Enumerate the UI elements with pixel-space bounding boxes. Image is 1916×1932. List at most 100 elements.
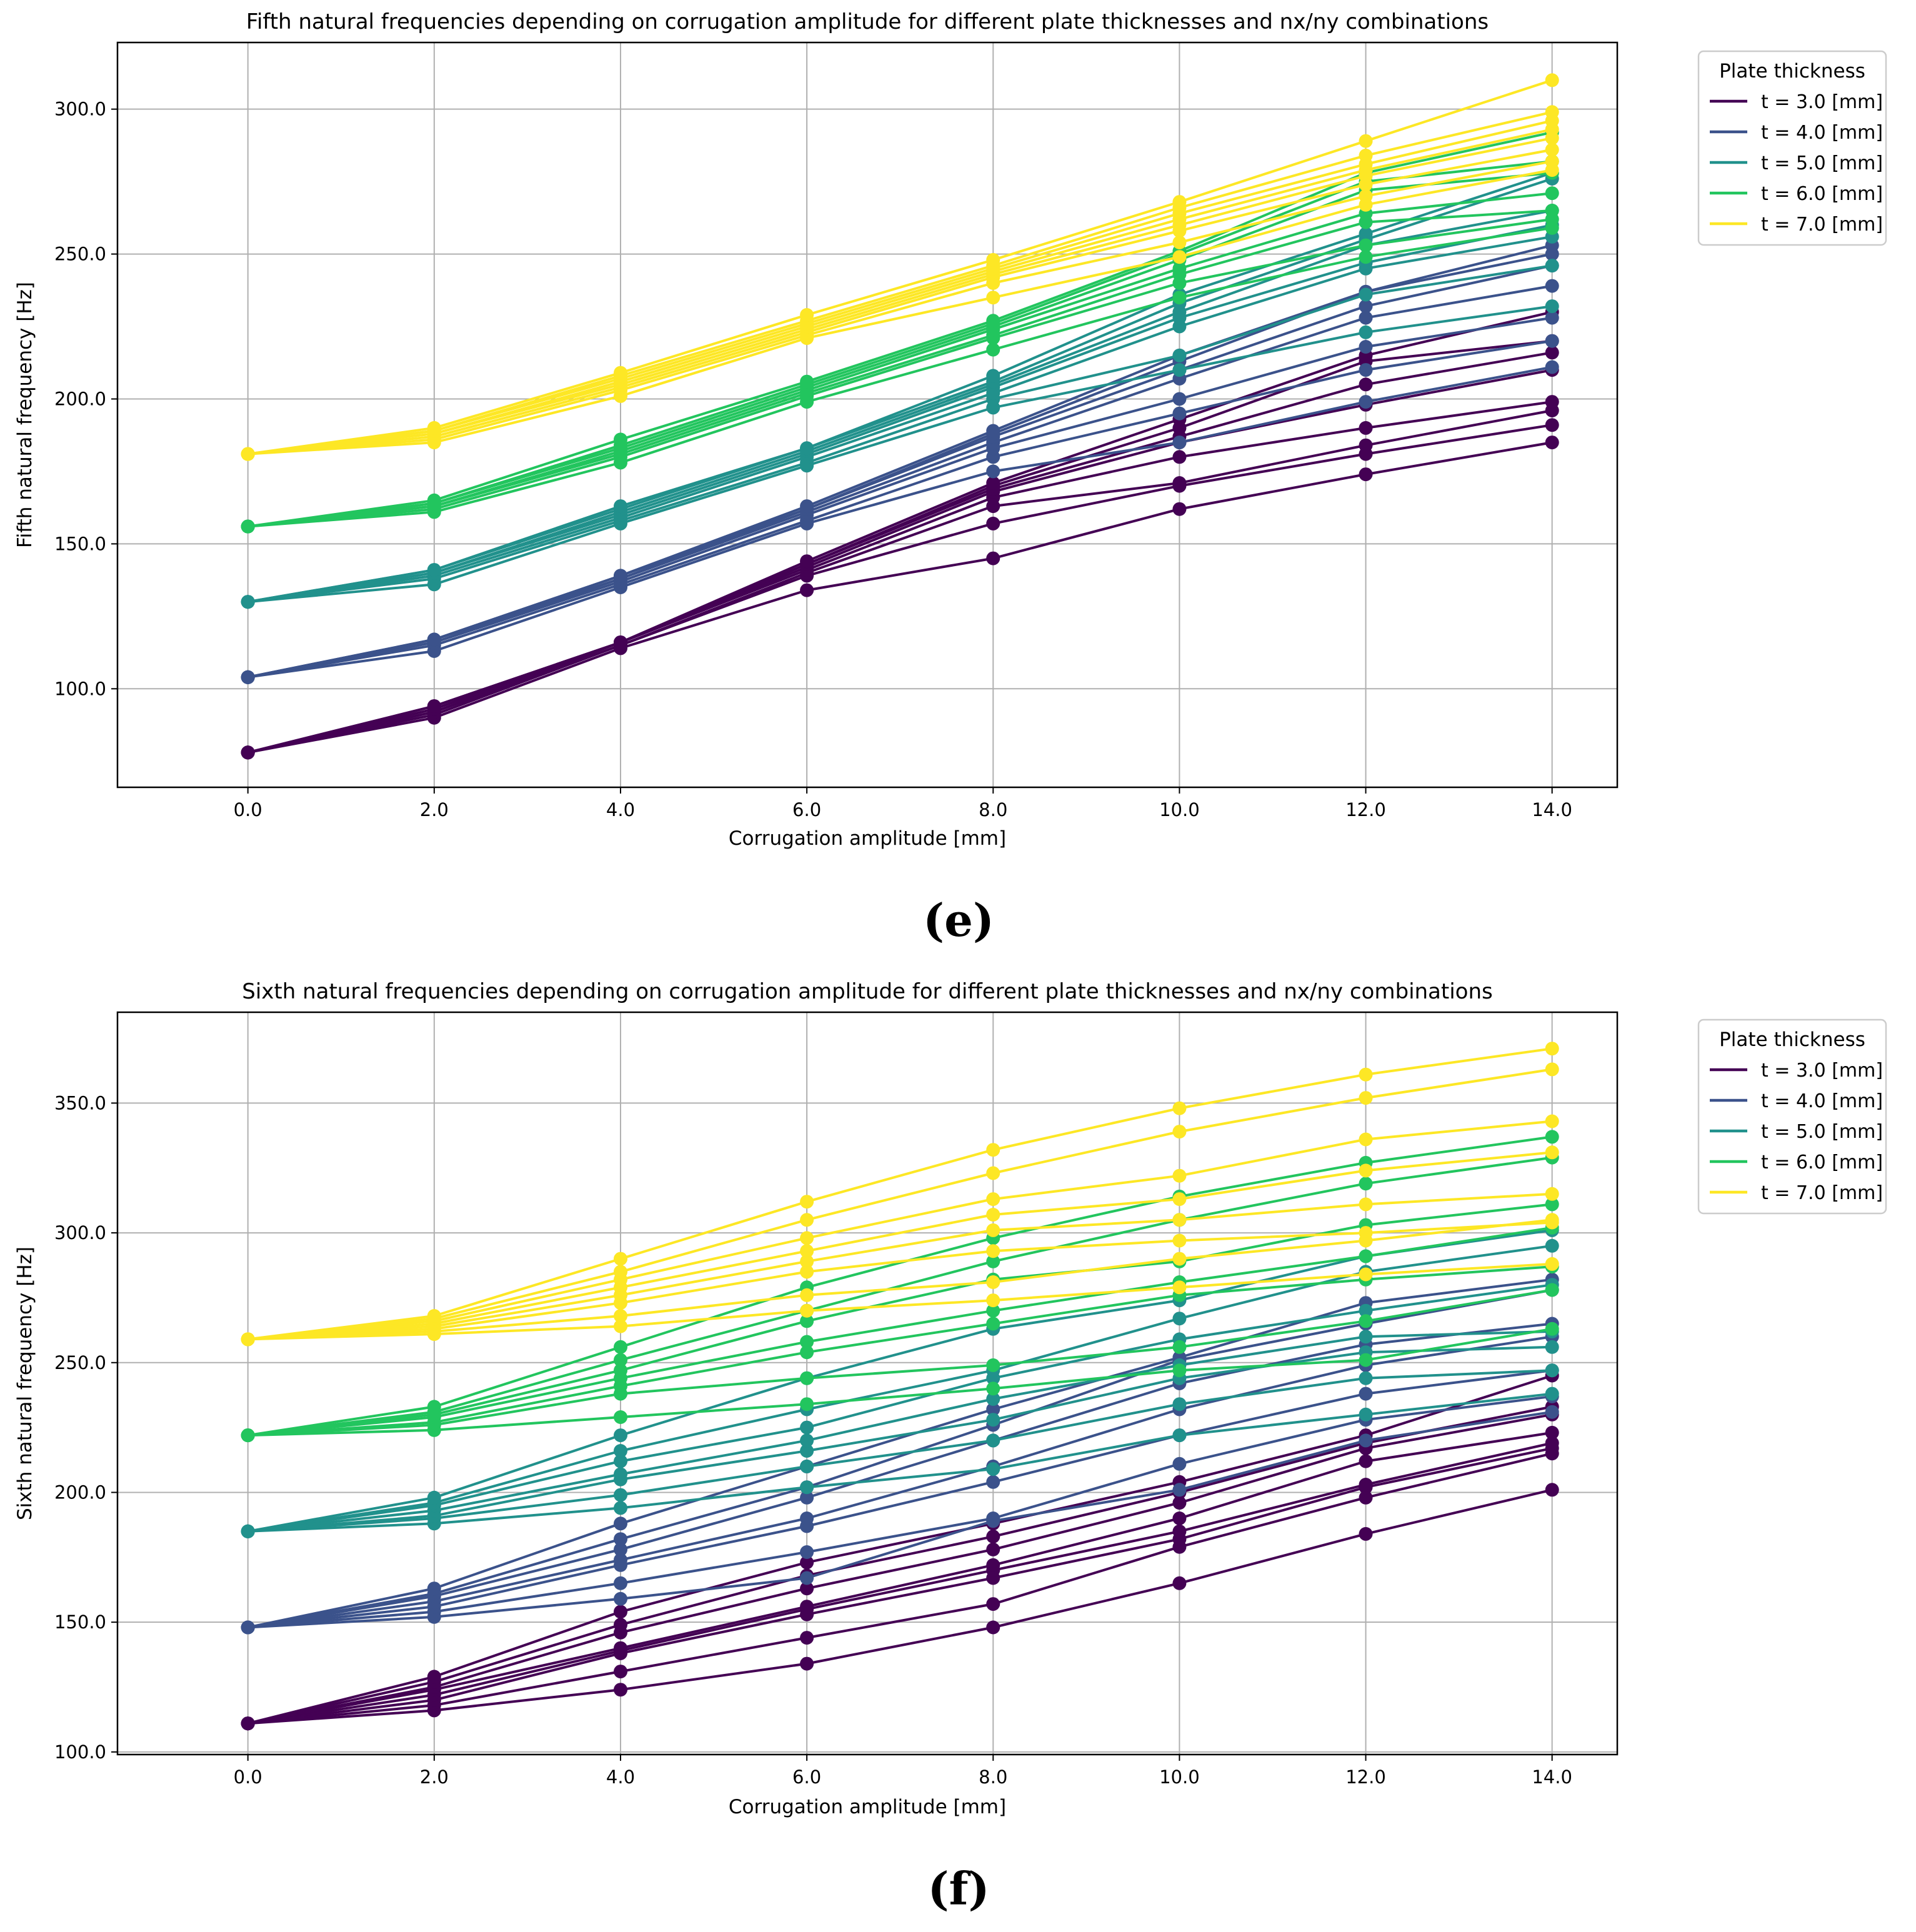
data-point (614, 1340, 627, 1354)
data-point (1545, 1238, 1559, 1253)
data-point (800, 1335, 814, 1349)
data-point (1172, 348, 1187, 362)
data-point (1545, 360, 1559, 374)
data-point (1359, 1387, 1373, 1401)
data-point (800, 1288, 814, 1302)
data-point (1545, 299, 1559, 314)
series-line (247, 226, 1553, 528)
series-line (247, 235, 1553, 604)
data-point (1359, 134, 1373, 148)
x-tick-label: 6.0 (792, 799, 821, 820)
data-point (614, 366, 627, 380)
series-line (247, 1447, 1553, 1725)
data-point (986, 314, 1000, 328)
data-point (800, 1600, 814, 1614)
data-point (1359, 227, 1373, 241)
data-point (986, 1303, 1000, 1318)
x-tick-label: 6.0 (792, 1766, 821, 1788)
series-line (247, 1265, 1552, 1437)
y-tick-label: 200.0 (54, 1481, 106, 1503)
data-point (241, 1620, 255, 1635)
data-point (1359, 438, 1373, 452)
data-point (1172, 1340, 1187, 1354)
data-point (986, 424, 1000, 438)
legend-label: t = 5.0 [mm] (1761, 1121, 1883, 1143)
data-point (986, 1275, 1000, 1289)
data-point (614, 1576, 627, 1590)
data-point (986, 1402, 1000, 1417)
data-point (1545, 1322, 1559, 1336)
series-line (247, 1203, 1552, 1437)
data-point (1172, 436, 1187, 450)
data-point (800, 1656, 814, 1671)
data-point (800, 1195, 814, 1209)
data-point (1545, 73, 1559, 87)
data-point (986, 1530, 1000, 1544)
data-point (1359, 1226, 1373, 1240)
data-point (1172, 1168, 1187, 1183)
data-point (986, 1475, 1000, 1489)
data-point (241, 447, 255, 461)
data-point (614, 569, 627, 583)
data-point (1545, 154, 1559, 169)
data-point (986, 1382, 1000, 1396)
data-point (1359, 250, 1373, 264)
data-point (986, 1208, 1000, 1222)
series-line (247, 217, 1552, 528)
data-point (1545, 1436, 1559, 1450)
data-point (614, 1605, 627, 1619)
series-line (247, 1392, 1552, 1533)
legend-label: t = 7.0 [mm] (1761, 1182, 1883, 1204)
data-point (986, 291, 1000, 305)
series-line (247, 128, 1553, 456)
data-point (800, 1581, 814, 1596)
series-line (247, 1345, 1552, 1533)
x-axis-label: Corrugation amplitude [mm] (729, 1796, 1006, 1818)
data-point (614, 1488, 627, 1502)
series-t-7 (241, 73, 1559, 461)
data-point (1172, 502, 1187, 516)
grid (117, 42, 1617, 787)
data-point (241, 595, 255, 609)
data-point (1359, 1330, 1373, 1344)
data-point (986, 1244, 1000, 1258)
data-point (986, 1254, 1000, 1268)
data-point (986, 551, 1000, 565)
data-point (800, 1631, 814, 1645)
y-tick-label: 300.0 (54, 1222, 106, 1243)
legend-label: t = 4.0 [mm] (1761, 1090, 1883, 1112)
data-point (986, 1293, 1000, 1308)
x-tick-label: 4.0 (606, 799, 635, 820)
data-point (800, 1555, 814, 1570)
data-point (241, 1524, 255, 1538)
legend-label: t = 6.0 [mm] (1761, 1152, 1883, 1173)
legend-title: Plate thickness (1719, 1028, 1865, 1051)
x-axis-ticks: 0.0 2.0 4.0 6.0 8.0 10.0 12.0 14.0 (234, 1755, 1572, 1788)
data-point (1545, 1215, 1559, 1230)
series-line (247, 1327, 1553, 1437)
data-point (1545, 186, 1559, 201)
data-point (1359, 363, 1373, 377)
series-line (247, 1151, 1552, 1341)
series-line (247, 1278, 1552, 1629)
data-point (1545, 142, 1559, 157)
series-line (247, 131, 1553, 528)
data-point (614, 1618, 627, 1632)
series-line (247, 1068, 1553, 1341)
data-point (800, 1444, 814, 1458)
data-point (986, 1597, 1000, 1611)
data-point (1545, 1425, 1559, 1440)
series-line (247, 1218, 1552, 1341)
data-point (1359, 1197, 1373, 1212)
data-point (1172, 1233, 1187, 1248)
data-point (1359, 1091, 1373, 1105)
data-point (1545, 204, 1559, 217)
data-point (800, 499, 814, 514)
panel-caption: (f) (927, 1862, 989, 1915)
data-point (1172, 406, 1187, 421)
data-point (614, 1683, 627, 1697)
x-tick-label: 12.0 (1345, 799, 1386, 820)
series-line (247, 160, 1552, 528)
data-point (800, 1397, 814, 1412)
